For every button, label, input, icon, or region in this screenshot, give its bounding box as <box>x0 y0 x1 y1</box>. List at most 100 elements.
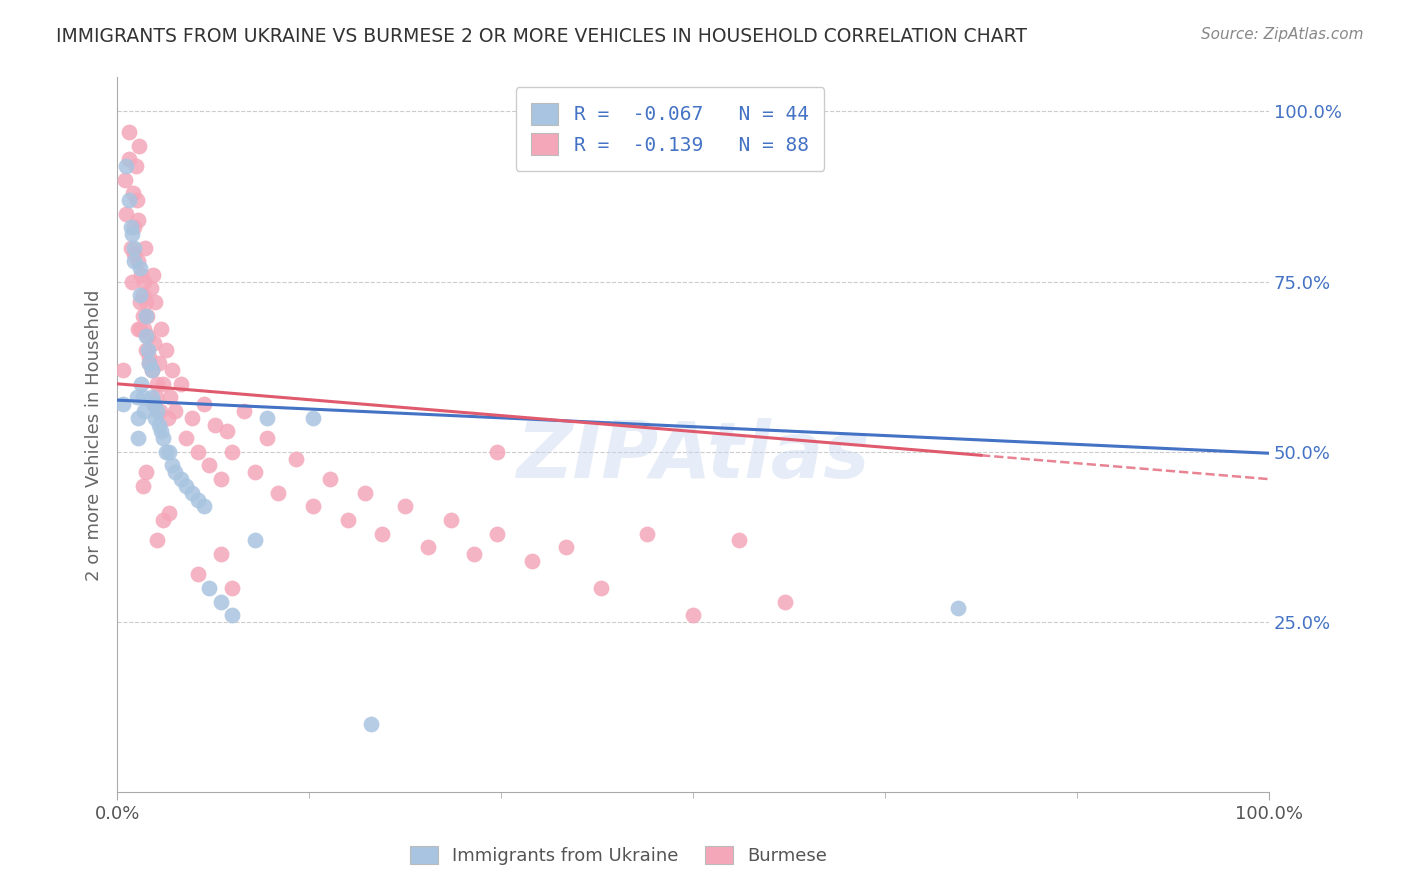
Point <box>555 540 578 554</box>
Point <box>148 417 170 432</box>
Point <box>129 261 152 276</box>
Text: ZIPAtlas: ZIPAtlas <box>516 418 870 494</box>
Point <box>135 309 157 323</box>
Point <box>136 309 159 323</box>
Point <box>138 356 160 370</box>
Point <box>121 227 143 241</box>
Point <box>149 322 172 336</box>
Point <box>267 485 290 500</box>
Point <box>486 445 509 459</box>
Point <box>193 397 215 411</box>
Point <box>198 458 221 473</box>
Point <box>146 533 169 548</box>
Point <box>155 343 177 357</box>
Point <box>143 410 166 425</box>
Point <box>169 472 191 486</box>
Point <box>143 295 166 310</box>
Point <box>120 220 142 235</box>
Point <box>187 445 209 459</box>
Point <box>204 417 226 432</box>
Point <box>360 717 382 731</box>
Point <box>152 376 174 391</box>
Point <box>142 268 165 282</box>
Point <box>118 152 141 166</box>
Point <box>127 213 149 227</box>
Point <box>245 533 267 548</box>
Point <box>125 193 148 207</box>
Point <box>131 309 153 323</box>
Point <box>418 540 440 554</box>
Point <box>245 465 267 479</box>
Point <box>440 513 463 527</box>
Point <box>124 247 146 261</box>
Point <box>589 581 612 595</box>
Point <box>319 472 342 486</box>
Point <box>124 241 146 255</box>
Point <box>773 595 796 609</box>
Point <box>157 445 180 459</box>
Point <box>149 425 172 439</box>
Point <box>159 391 181 405</box>
Point <box>174 479 197 493</box>
Point <box>221 608 243 623</box>
Point <box>136 343 159 357</box>
Point <box>302 410 325 425</box>
Text: IMMIGRANTS FROM UKRAINE VS BURMESE 2 OR MORE VEHICLES IN HOUSEHOLD CORRELATION C: IMMIGRANTS FROM UKRAINE VS BURMESE 2 OR … <box>56 27 1028 45</box>
Point <box>486 526 509 541</box>
Point <box>181 485 204 500</box>
Point <box>520 554 543 568</box>
Point <box>187 567 209 582</box>
Point <box>174 431 197 445</box>
Point <box>141 363 163 377</box>
Point <box>127 322 149 336</box>
Point <box>157 506 180 520</box>
Point <box>193 500 215 514</box>
Point <box>169 376 191 391</box>
Legend: Immigrants from Ukraine, Burmese: Immigrants from Ukraine, Burmese <box>402 837 835 874</box>
Point <box>353 485 375 500</box>
Point <box>728 533 751 548</box>
Point <box>256 410 278 425</box>
Point <box>149 404 172 418</box>
Point <box>284 451 307 466</box>
Point <box>141 363 163 377</box>
Point <box>131 376 153 391</box>
Point <box>463 547 485 561</box>
Point <box>215 425 238 439</box>
Point <box>162 458 184 473</box>
Point <box>131 268 153 282</box>
Point <box>129 322 152 336</box>
Point <box>138 350 160 364</box>
Point <box>111 363 134 377</box>
Point <box>256 431 278 445</box>
Point <box>143 397 166 411</box>
Point <box>187 492 209 507</box>
Point <box>145 391 167 405</box>
Point <box>124 220 146 235</box>
Point <box>128 138 150 153</box>
Point <box>127 410 149 425</box>
Point <box>124 159 146 173</box>
Point <box>336 513 359 527</box>
Text: Source: ZipAtlas.com: Source: ZipAtlas.com <box>1201 27 1364 42</box>
Point <box>111 397 134 411</box>
Point <box>232 404 254 418</box>
Point <box>163 404 186 418</box>
Point <box>132 275 155 289</box>
Point <box>131 391 153 405</box>
Point <box>135 295 157 310</box>
Point <box>136 329 159 343</box>
Point <box>138 356 160 370</box>
Point <box>636 526 658 541</box>
Point <box>120 241 142 255</box>
Point <box>156 410 179 425</box>
Point <box>118 193 141 207</box>
Point <box>139 281 162 295</box>
Point <box>143 335 166 350</box>
Point <box>122 186 145 201</box>
Point <box>134 241 156 255</box>
Point <box>124 254 146 268</box>
Point <box>394 500 416 514</box>
Point <box>127 254 149 268</box>
Point <box>135 465 157 479</box>
